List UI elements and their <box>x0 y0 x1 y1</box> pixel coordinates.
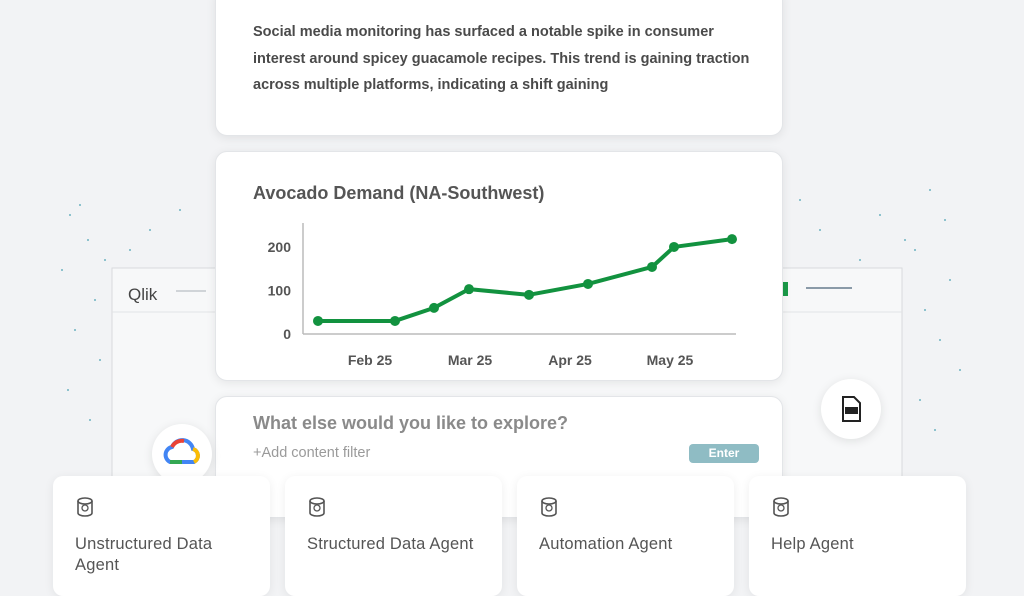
agent-label: Unstructured Data Agent <box>75 535 213 574</box>
agent-card[interactable]: Help Agent <box>749 476 966 596</box>
point <box>464 284 474 295</box>
cloud-glyph <box>163 438 200 464</box>
content-filter[interactable]: +Add content filter <box>253 445 371 461</box>
point <box>429 302 439 313</box>
agent-label: Structured Data Agent <box>307 535 474 553</box>
point <box>583 278 593 289</box>
x-tick-label: Mar 25 <box>448 352 493 368</box>
x-tick-label: May 25 <box>647 352 694 368</box>
enter-button[interactable]: Enter <box>689 444 759 463</box>
line <box>318 237 733 323</box>
agent-icon <box>309 497 325 517</box>
y-tick-label: 100 <box>268 282 292 298</box>
point <box>390 315 400 326</box>
y-tick-label: 0 <box>283 326 291 342</box>
x-tick-label: Apr 25 <box>548 352 592 368</box>
point <box>647 261 657 272</box>
agent-label: Help Agent <box>771 535 854 553</box>
dots <box>61 189 961 431</box>
point <box>313 315 323 326</box>
agent-card[interactable]: Unstructured Data Agent <box>53 476 270 596</box>
agent-icon <box>541 497 557 517</box>
agent-card[interactable]: Automation Agent <box>517 476 734 596</box>
pdf-glyph <box>842 396 861 422</box>
agent-icon <box>773 497 789 517</box>
agent-label: Automation Agent <box>539 535 673 553</box>
insight-card: Social media monitoring has surfaced a n… <box>215 0 783 136</box>
agent-card[interactable]: Structured Data Agent <box>285 476 502 596</box>
point <box>669 241 679 252</box>
agent-icon <box>77 497 93 517</box>
page: {"insight": {"text": "Social media monit… <box>53 0 966 596</box>
y-tick-label: 200 <box>268 239 292 255</box>
chart-card: Avocado Demand (NA-Southwest) 0 100 200 Feb… <box>215 151 783 381</box>
x-tick-label: Feb 25 <box>348 352 393 368</box>
qlik-logo: Qlik <box>128 285 158 304</box>
chart-title: Avocado Demand (NA-Southwest) <box>253 183 544 203</box>
window-accent <box>782 282 788 296</box>
google-cloud-icon <box>152 424 212 484</box>
pdf-icon <box>821 379 881 439</box>
insight-text: Social media monitoring has surfaced a n… <box>253 24 750 93</box>
point <box>727 234 737 245</box>
point <box>524 289 534 300</box>
chart: Avocado Demand (NA-Southwest) 0 100 200 Feb… <box>253 183 737 368</box>
prompt-input[interactable]: What else would you like to explore? <box>253 413 569 433</box>
